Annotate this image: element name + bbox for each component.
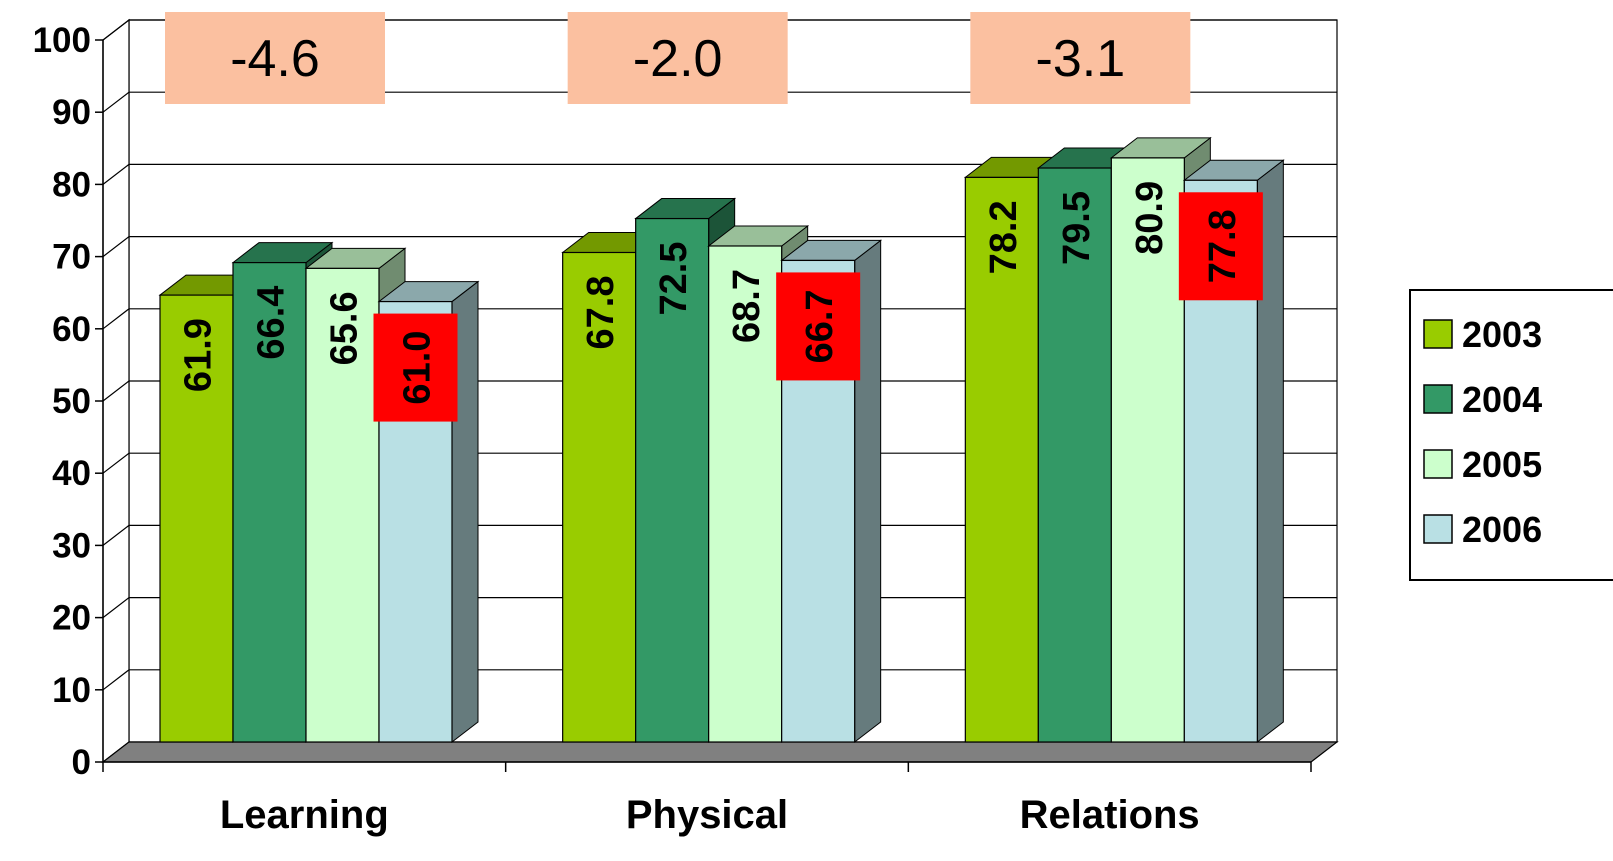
annotation-text: -2.0: [633, 30, 723, 88]
bar-value-label: 79.5: [1056, 191, 1098, 265]
gridline: [102, 91, 1337, 113]
gridline: [102, 236, 1337, 258]
annotation-text: -3.1: [1036, 30, 1126, 88]
annotations: -4.6 -2.0 -3.1: [165, 12, 1191, 104]
bar-2006-learning: 61.0: [373, 280, 480, 744]
y-tick-label: 70: [52, 238, 91, 277]
bar-front: [232, 261, 307, 743]
x-tick-label: Physical: [626, 793, 788, 837]
gridline: [102, 452, 1337, 474]
bars: 61.9 66.4 65.6 61.0 67.8 72.5 68.7 66.7 78.2 79.5…: [158, 136, 1285, 744]
gridline: [102, 524, 1337, 546]
legend-swatch-2005: [1423, 449, 1453, 479]
legend-swatch-2004: [1423, 384, 1453, 414]
legend: 2003 2004 2005 2006: [1409, 289, 1613, 581]
legend-label: 2003: [1462, 314, 1542, 355]
bar-value-label: 77.8: [1202, 209, 1244, 283]
bar-value-label: 68.7: [726, 269, 768, 343]
legend-swatch-2003: [1423, 319, 1453, 349]
y-tick-label: 40: [52, 454, 91, 493]
bar-value-label: 67.8: [580, 275, 622, 349]
highlight-label-box: [373, 313, 458, 422]
gridline: [102, 163, 1337, 185]
bar-2006-relations: 77.8: [1178, 159, 1285, 744]
y-axis: 0 10 20 30 40 50 60 70 80 90 100: [33, 21, 104, 782]
gridline: [102, 19, 1337, 41]
highlight-label-box: [776, 272, 861, 381]
x-tick-label: Learning: [220, 793, 389, 837]
y-tick-label: 60: [52, 310, 91, 349]
gridline: [102, 596, 1337, 619]
y-tick-label: 50: [52, 382, 91, 421]
y-tick-label: 30: [52, 526, 91, 565]
annotation-text: -4.6: [230, 30, 320, 88]
bar-value-label: 78.2: [983, 200, 1025, 274]
annotation-box: [970, 12, 1191, 104]
y-tick-label: 10: [52, 671, 91, 710]
bar-value-label: 72.5: [653, 242, 695, 316]
gridline: [102, 380, 1337, 402]
floor-plane: [101, 741, 1339, 763]
y-tick-label: 20: [52, 599, 91, 638]
bar-front: [159, 294, 234, 743]
highlight-label-box: [1178, 192, 1263, 301]
bar-value-label: 61.0: [397, 331, 439, 405]
bar-value-label: 65.6: [324, 291, 366, 365]
bar-front: [635, 217, 710, 743]
bar-value-label: 66.4: [251, 286, 293, 360]
y-tick-label: 80: [52, 165, 91, 204]
bar-front: [1037, 167, 1112, 743]
bar-value-label: 61.9: [178, 318, 220, 392]
gridline: [102, 308, 1337, 330]
annotation-box: [567, 12, 788, 104]
chart-floor: [101, 741, 1339, 763]
x-tick-label: Relations: [1020, 793, 1200, 837]
gridline: [102, 669, 1337, 691]
bar-front: [1110, 157, 1185, 743]
legend-label: 2004: [1462, 379, 1542, 420]
y-tick-label: 0: [72, 743, 91, 782]
x-axis: Learning Physical Relations: [102, 761, 1312, 837]
bar-front: [562, 251, 637, 743]
bar-2006-physical: 66.7: [776, 239, 883, 744]
y-tick-label: 90: [52, 93, 91, 132]
y-tick-label: 100: [33, 21, 91, 60]
bar-front: [708, 245, 783, 743]
bar-front: [305, 267, 380, 743]
legend-label: 2006: [1462, 509, 1542, 550]
annotation-box: [165, 12, 385, 104]
legend-swatch-2006: [1423, 514, 1453, 544]
gridlines: [102, 19, 1337, 691]
bar-value-label: 80.9: [1129, 181, 1171, 255]
legend-label: 2005: [1462, 444, 1542, 485]
bar-value-label: 66.7: [799, 289, 841, 363]
